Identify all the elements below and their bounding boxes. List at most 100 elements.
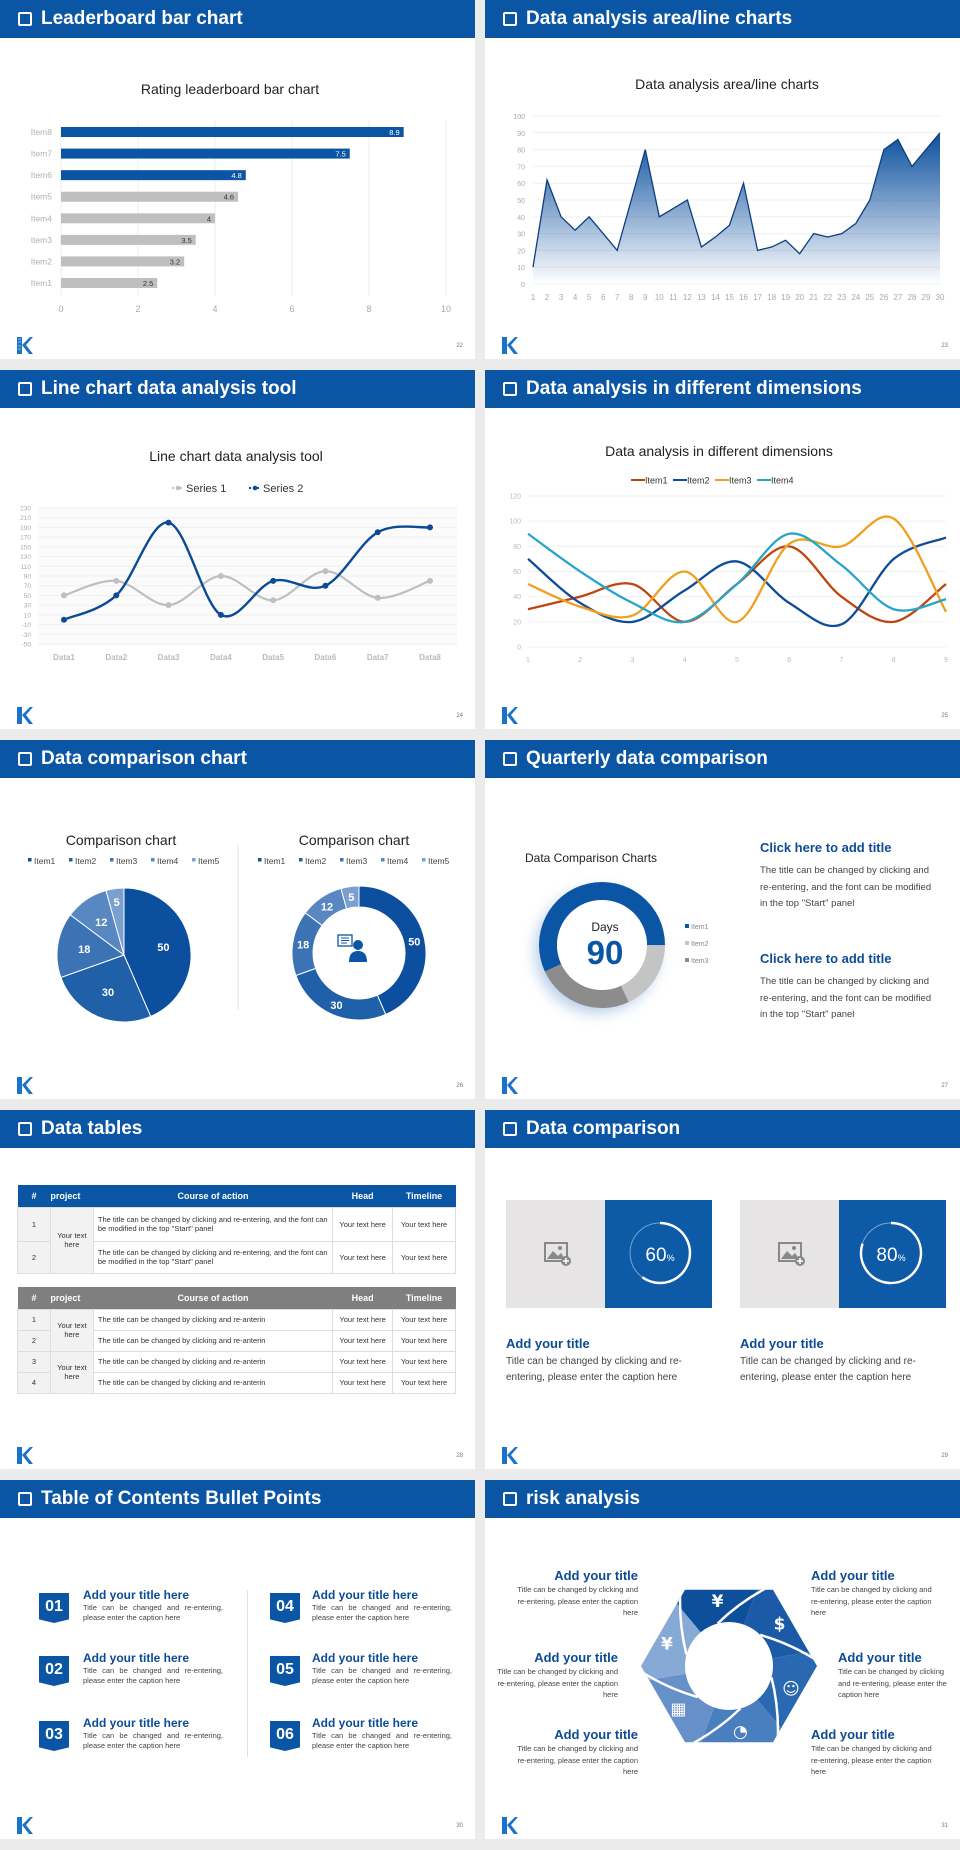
- legend-swatch: [422, 858, 426, 862]
- data-point: [113, 592, 120, 599]
- x-tick-label: Data4: [210, 653, 232, 662]
- risk-title[interactable]: Add your title: [811, 1727, 895, 1742]
- cell-project: Your text here: [49, 1350, 94, 1394]
- slide-title: Data comparison: [526, 1118, 681, 1139]
- y-tick-label: 230: [20, 506, 31, 513]
- x-tick-label: 18: [767, 293, 776, 302]
- cell-num: 1: [17, 1308, 51, 1331]
- pie-charts: Comparison chart Comparison chart 50 Item…: [28, 832, 450, 1023]
- x-tick-label: 29: [922, 293, 931, 302]
- cell-head: Your text here: [332, 1350, 394, 1373]
- slide-header: Leaderboard bar chart: [0, 0, 475, 38]
- progress-cards: 60% 80%: [506, 1200, 946, 1308]
- data-point: [322, 568, 329, 575]
- bar: [61, 170, 246, 181]
- cell-head: Your text here: [332, 1308, 394, 1331]
- days-donut-chart: Data Comparison Charts Item1 Item2 Item3 Da…: [525, 851, 709, 1013]
- legend-label: Item3: [691, 958, 709, 965]
- item-title[interactable]: Add your title here: [83, 1588, 190, 1602]
- slide-data-tables[interactable]: Data tables # project Course of action H…: [0, 1110, 475, 1469]
- cell-project: Your text here: [49, 1308, 94, 1352]
- k-logo-icon: [502, 1077, 518, 1094]
- risk-title[interactable]: Add your title: [838, 1650, 922, 1665]
- block-title[interactable]: Click here to add title: [760, 951, 892, 966]
- slice: [56, 914, 126, 979]
- risk-title[interactable]: Add your title: [534, 1650, 618, 1665]
- people-icon: ☺: [782, 1680, 800, 1700]
- k-logo-icon: [17, 1817, 33, 1834]
- risk-title[interactable]: Add your title: [554, 1727, 638, 1742]
- card-title[interactable]: Add your title: [740, 1336, 824, 1351]
- risk-title[interactable]: Add your title: [554, 1568, 638, 1583]
- data-label: 50: [157, 942, 169, 954]
- risk-title[interactable]: Add your title: [811, 1568, 895, 1583]
- progress-unit: %: [667, 1253, 675, 1263]
- legend-swatch: [192, 858, 196, 862]
- image-add-icon: [778, 1242, 805, 1266]
- slide-header: Table of Contents Bullet Points: [0, 1480, 475, 1518]
- slide-multi-dimension-lines[interactable]: Data analysis in different dimensions Da…: [485, 370, 960, 729]
- slide-area-line-chart[interactable]: Data analysis area/line charts Data anal…: [485, 0, 960, 359]
- x-tick-label: 21: [809, 293, 818, 302]
- slide-line-chart-tool[interactable]: Line chart data analysis tool Line chart…: [0, 370, 475, 729]
- y-tick-label: 80: [517, 148, 525, 155]
- bar: [61, 148, 350, 159]
- y-tick-label: 150: [20, 544, 31, 551]
- y-tick-label: 40: [513, 594, 521, 601]
- k-logo-icon: [17, 1077, 33, 1094]
- cell-timeline: Your text here: [392, 1350, 456, 1373]
- slide-quarterly-comparison[interactable]: Quarterly data comparison Data Compariso…: [485, 740, 960, 1099]
- checkbox-square-icon: [18, 12, 32, 26]
- cell-head: Your text here: [332, 1240, 394, 1274]
- item-title[interactable]: Add your title here: [312, 1716, 419, 1730]
- k-logo-icon: [17, 707, 33, 724]
- donut-segment: [539, 882, 665, 972]
- cell-num: 2: [17, 1329, 51, 1352]
- progress-unit: %: [898, 1253, 906, 1263]
- slide-data-comparison-chart[interactable]: Data comparison chart Comparison chart C…: [0, 740, 475, 1099]
- bar: [61, 256, 185, 267]
- cell-timeline: Your text here: [392, 1206, 456, 1242]
- card-title[interactable]: Add your title: [506, 1336, 590, 1351]
- chart-title: Data Comparison Charts: [525, 851, 657, 865]
- y-tick-label: 130: [20, 554, 31, 561]
- data-label: 50: [408, 937, 420, 949]
- card-text: Title can be changed by clicking and re-…: [740, 1356, 916, 1383]
- data-point: [322, 582, 329, 589]
- page-number: 23: [941, 343, 948, 349]
- x-tick-label: 12: [683, 293, 692, 302]
- table-row: 4 The title can be changed by clicking a…: [17, 1371, 456, 1394]
- svg-text:60%: 60%: [645, 1245, 674, 1266]
- slide-leaderboard-bar-chart[interactable]: Leaderboard bar chart Rating leaderboard…: [0, 0, 475, 359]
- slide-risk-analysis[interactable]: risk analysis ¥ $ ☺ ◔ ▦ ¥ Add your title Title…: [485, 1480, 960, 1839]
- slide-toc-bullets[interactable]: Table of Contents Bullet Points 01 Add yo…: [0, 1480, 475, 1839]
- y-tick-label: 30: [517, 232, 525, 239]
- legend-swatch: [258, 858, 262, 862]
- center-label: Days: [591, 920, 618, 934]
- checkbox-square-icon: [18, 1492, 32, 1506]
- data-label: 7.5: [335, 150, 345, 159]
- data-label: 8.9: [389, 128, 399, 137]
- item-title[interactable]: Add your title here: [312, 1651, 419, 1665]
- legend-swatch: [685, 958, 689, 962]
- item-title[interactable]: Add your title here: [83, 1716, 190, 1730]
- item-title[interactable]: Add your title here: [83, 1651, 190, 1665]
- y-tick-label: -10: [22, 622, 32, 629]
- category-label: Item6: [31, 170, 53, 180]
- page-number: 28: [456, 1453, 463, 1459]
- item-text: Title can be changed and re-entering, pl…: [312, 1731, 452, 1750]
- data-label: 2.5: [143, 279, 153, 288]
- slide-data-comparison[interactable]: Data comparison 60% 80% Add your title T…: [485, 1110, 960, 1469]
- slide-header: Data comparison: [485, 1110, 960, 1148]
- data-point: [165, 602, 172, 609]
- x-tick-label: 8: [629, 293, 634, 302]
- cell-action: The title can be changed by clicking and…: [92, 1308, 334, 1331]
- block-title[interactable]: Click here to add title: [760, 840, 892, 855]
- pie-chart-icon: ◔: [733, 1722, 748, 1742]
- item-title[interactable]: Add your title here: [312, 1588, 419, 1602]
- slide-header: Data analysis in different dimensions: [485, 370, 960, 408]
- cycle-segment: [641, 1589, 777, 1666]
- legend-swatch: [110, 858, 114, 862]
- cell-num: 1: [17, 1206, 51, 1242]
- category-label: Item7: [31, 149, 53, 159]
